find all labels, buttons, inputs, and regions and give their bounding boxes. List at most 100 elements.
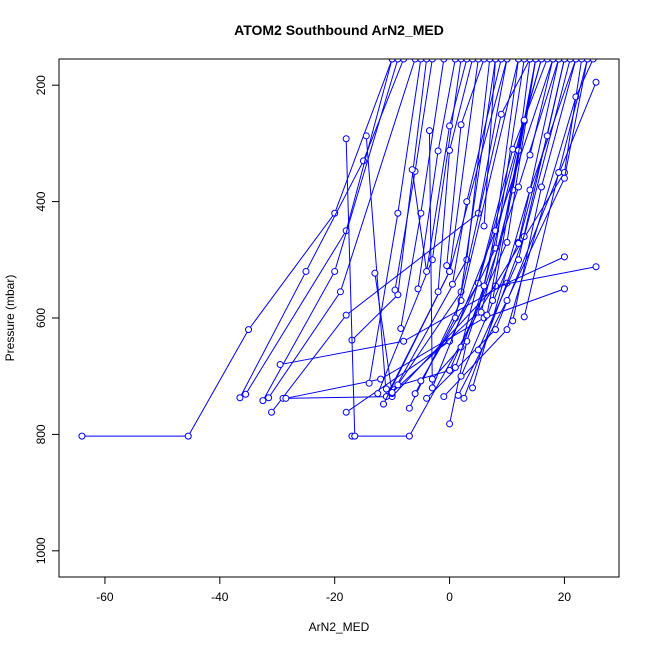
data-point xyxy=(503,238,511,246)
series-line xyxy=(239,59,405,398)
data-point xyxy=(78,432,86,440)
series-3 xyxy=(236,59,408,402)
data-point xyxy=(411,390,419,398)
series-23 xyxy=(397,59,448,332)
data-point xyxy=(400,337,408,345)
data-point xyxy=(446,267,454,275)
data-point xyxy=(520,313,528,321)
series-line xyxy=(282,266,597,399)
data-point xyxy=(428,384,436,392)
data-point xyxy=(592,78,600,86)
data-point xyxy=(434,288,442,296)
data-point xyxy=(572,59,580,63)
data-point xyxy=(486,59,494,63)
data-point xyxy=(451,363,459,371)
data-point xyxy=(483,311,491,319)
series-line xyxy=(512,59,577,322)
data-point xyxy=(497,110,505,118)
series-line xyxy=(417,59,456,289)
data-point xyxy=(405,404,413,412)
series-32 xyxy=(434,59,477,296)
data-point xyxy=(457,372,465,380)
data-point xyxy=(503,59,511,63)
data-point xyxy=(514,59,522,63)
series-33 xyxy=(440,59,597,401)
data-point xyxy=(520,116,528,124)
data-point xyxy=(463,198,471,206)
data-point xyxy=(469,384,477,392)
series-line xyxy=(268,59,416,399)
data-point xyxy=(388,389,396,396)
series-4 xyxy=(242,59,396,398)
data-point xyxy=(417,377,425,385)
data-point xyxy=(509,317,517,325)
data-point xyxy=(509,145,517,153)
series-27 xyxy=(414,59,459,293)
data-point xyxy=(454,391,462,399)
data-point xyxy=(543,132,551,140)
data-point xyxy=(245,326,253,334)
data-point xyxy=(440,393,448,401)
y-tick-label: 400 xyxy=(34,191,48,211)
data-point xyxy=(342,311,350,319)
series-line xyxy=(351,59,428,341)
data-point xyxy=(560,285,568,293)
data-point xyxy=(446,146,454,154)
plot-area xyxy=(78,59,600,440)
series-line xyxy=(368,59,422,384)
data-point xyxy=(503,297,511,305)
data-point xyxy=(451,59,459,63)
series-34 xyxy=(443,59,488,270)
data-point xyxy=(388,59,396,63)
data-point xyxy=(397,324,405,332)
data-point xyxy=(583,59,591,63)
data-point xyxy=(477,308,485,316)
series-46 xyxy=(489,59,540,305)
series-line xyxy=(374,59,491,396)
data-point xyxy=(400,59,408,63)
data-point xyxy=(566,59,574,63)
chart-title: ATOM2 Southbound ArN2_MED xyxy=(234,22,444,38)
data-point xyxy=(342,408,350,416)
data-point xyxy=(184,432,192,440)
data-point xyxy=(446,420,454,428)
data-point xyxy=(514,256,522,264)
data-point xyxy=(362,132,370,140)
data-point xyxy=(514,183,522,191)
series-line xyxy=(81,59,393,437)
data-point xyxy=(342,135,350,143)
data-point xyxy=(492,59,500,63)
data-point xyxy=(589,59,597,63)
data-point xyxy=(408,166,416,174)
data-point xyxy=(440,59,448,63)
data-point xyxy=(336,288,344,296)
data-point xyxy=(423,59,431,63)
data-point xyxy=(411,59,419,63)
x-tick-label: 20 xyxy=(558,590,572,604)
data-point xyxy=(560,59,568,63)
data-point xyxy=(503,326,511,334)
data-point xyxy=(302,267,310,275)
data-point xyxy=(480,59,488,63)
data-point xyxy=(382,385,390,393)
series-line xyxy=(386,59,537,390)
series-line xyxy=(262,59,399,401)
series-12 xyxy=(348,59,431,344)
data-point xyxy=(265,394,273,402)
data-point xyxy=(405,432,413,440)
series-49 xyxy=(520,59,591,321)
y-tick-label: 1000 xyxy=(34,537,48,564)
data-point xyxy=(423,394,431,402)
data-point xyxy=(434,147,442,155)
series-10 xyxy=(282,285,568,402)
series-line xyxy=(529,59,554,156)
data-point xyxy=(268,408,276,416)
series-25 xyxy=(408,59,471,275)
series-line xyxy=(483,59,497,227)
series-50 xyxy=(526,59,557,159)
series-15 xyxy=(365,59,425,387)
data-point xyxy=(443,262,451,270)
data-point xyxy=(428,375,436,383)
series-18 xyxy=(380,59,511,408)
